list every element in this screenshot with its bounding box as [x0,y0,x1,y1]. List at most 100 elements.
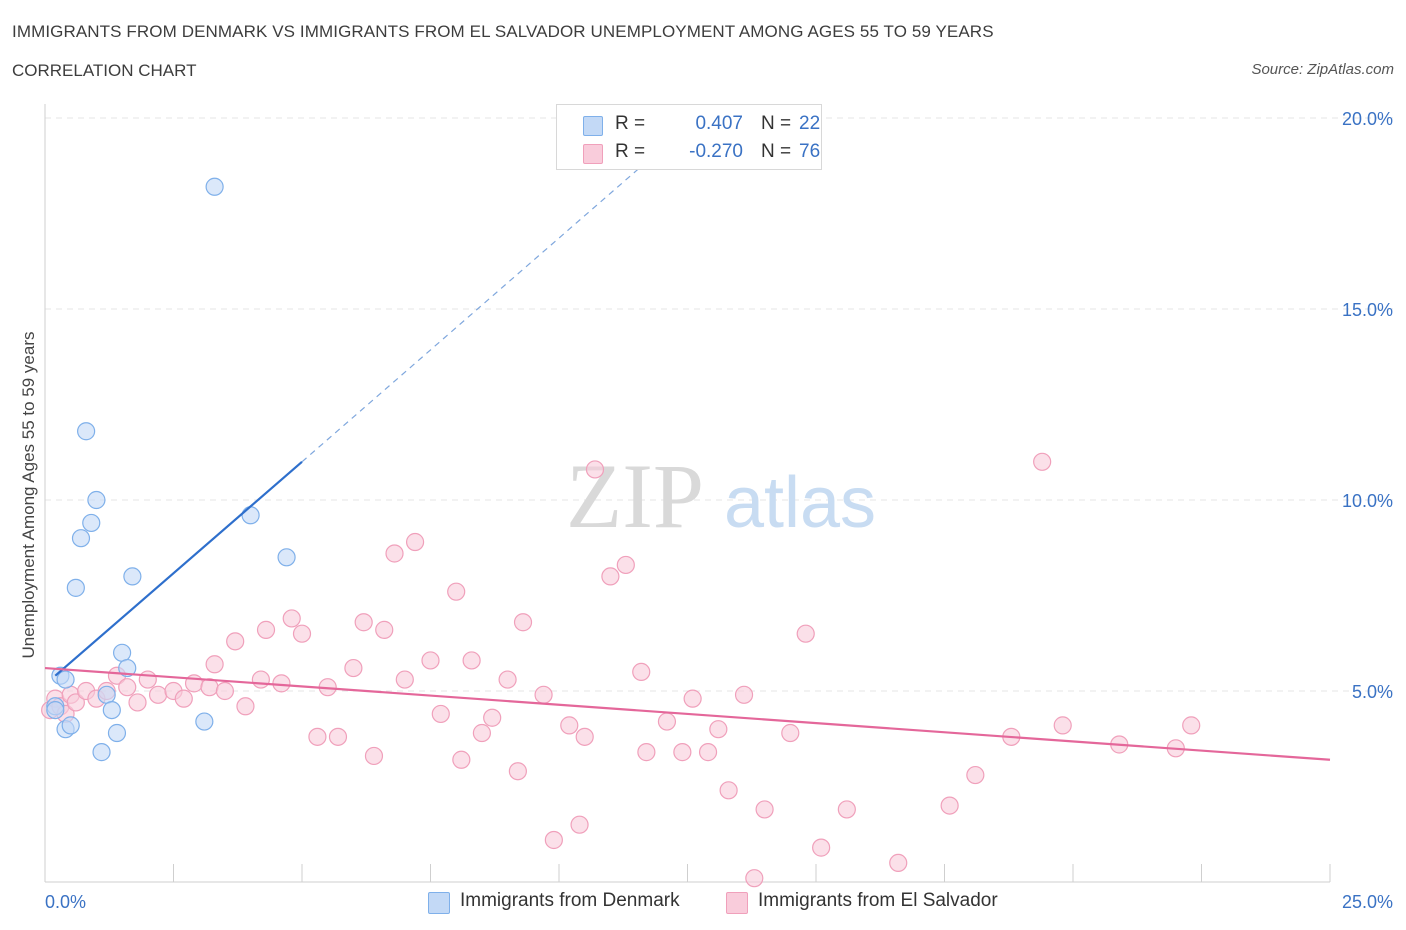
y-tick-label: 10.0% [1342,491,1393,511]
legend-r-label: R = [615,113,646,134]
point-el-salvador [755,800,774,819]
chart-subtitle: CORRELATION CHART [12,61,197,80]
trend-line-denmark-projection [301,148,663,463]
point-el-salvador [272,674,291,693]
legend-r-value-denmark: 0.407 [695,113,743,134]
x-tick-label-min: 0.0% [45,892,86,912]
point-denmark [66,578,85,597]
watermark-atlas: atlas [724,463,876,543]
point-denmark [77,422,96,441]
point-denmark [82,513,101,533]
point-el-salvador [483,708,502,727]
point-el-salvador [657,712,677,731]
source-label: Source: ZipAtlas.com [1251,61,1394,78]
point-el-salvador [585,460,605,479]
legend-swatch-denmark [583,116,603,136]
legend-n-label: N = [761,113,792,134]
y-tick-label: 20.0% [1342,109,1393,129]
point-denmark [107,723,127,743]
point-el-salvador [781,723,800,743]
point-el-salvador [745,869,764,888]
point-el-salvador [508,762,527,781]
point-el-salvador [452,750,471,769]
point-el-salvador [447,582,466,601]
point-denmark [123,567,142,586]
grid-lines [45,117,1395,692]
point-el-salvador [534,685,553,704]
y-tick-label: 5.0% [1352,682,1393,702]
point-el-salvador [616,555,635,575]
point-el-salvador [128,693,147,712]
point-denmark [92,743,111,762]
point-el-salvador [837,800,856,819]
point-el-salvador [236,697,255,716]
legend-r-label: R = [615,141,646,162]
bottom-legend-swatch-el-salvador [726,892,748,914]
point-el-salvador [698,743,718,762]
point-el-salvador [292,624,312,643]
legend-swatch-el-salvador [583,144,603,164]
point-denmark [46,700,65,720]
point-el-salvador [513,613,533,632]
trend-line-denmark [54,460,303,677]
tick-labels: 5.0% 10.0% 15.0% 20.0% 0.0% 25.0% [45,109,1393,912]
watermark-zip: ZIP [566,445,704,547]
point-el-salvador [575,727,594,746]
point-el-salvador [205,655,224,674]
point-el-salvador [174,689,193,708]
point-el-salvador [1182,716,1201,735]
axes [44,104,1331,883]
point-el-salvador [560,716,579,735]
point-el-salvador [138,670,157,689]
point-el-salvador [498,670,517,689]
trend-line-el-salvador [44,666,1331,761]
bottom-legend-label-denmark: Immigrants from Denmark [460,890,680,911]
point-el-salvador [421,651,440,670]
point-el-salvador [570,815,589,834]
point-el-salvador [601,567,620,586]
point-el-salvador [328,727,348,746]
point-el-salvador [385,544,404,563]
y-tick-label: 15.0% [1342,300,1393,320]
point-el-salvador [709,720,728,739]
point-el-salvador [251,670,270,689]
point-denmark [97,685,116,704]
data-points [41,177,1201,888]
point-el-salvador [226,632,245,651]
point-el-salvador [364,746,384,766]
point-denmark [277,548,296,567]
legend-r-value-el-salvador: -0.270 [689,141,743,162]
point-el-salvador [344,658,363,678]
chart-title: IMMIGRANTS FROM DENMARK VS IMMIGRANTS FR… [12,22,994,41]
point-el-salvador [395,670,414,689]
point-el-salvador [940,796,959,815]
point-el-salvador [354,613,373,632]
point-el-salvador [282,609,301,628]
point-el-salvador [472,723,491,743]
point-el-salvador [256,620,276,639]
point-el-salvador [118,678,137,697]
point-el-salvador [1033,452,1052,471]
point-el-salvador [812,838,831,857]
x-tick-label-max: 25.0% [1342,892,1393,912]
point-el-salvador [1053,716,1072,735]
point-denmark [241,506,260,525]
point-el-salvador [889,853,908,873]
point-el-salvador [431,704,450,724]
point-denmark [205,177,224,196]
point-denmark [87,490,106,510]
bottom-legend-label-el-salvador: Immigrants from El Salvador [758,890,998,911]
point-denmark [112,643,132,662]
point-el-salvador [544,830,563,850]
legend-n-value-el-salvador: 76 [799,141,821,162]
legend-n-label: N = [761,141,792,162]
point-el-salvador [637,743,656,762]
point-denmark [71,529,91,548]
point-el-salvador [719,781,738,800]
point-el-salvador [375,620,394,639]
trend-lines [44,148,1331,761]
point-denmark [102,700,121,720]
bottom-legend-swatch-denmark [428,892,450,914]
legend-n-value-denmark: 22 [799,113,821,134]
